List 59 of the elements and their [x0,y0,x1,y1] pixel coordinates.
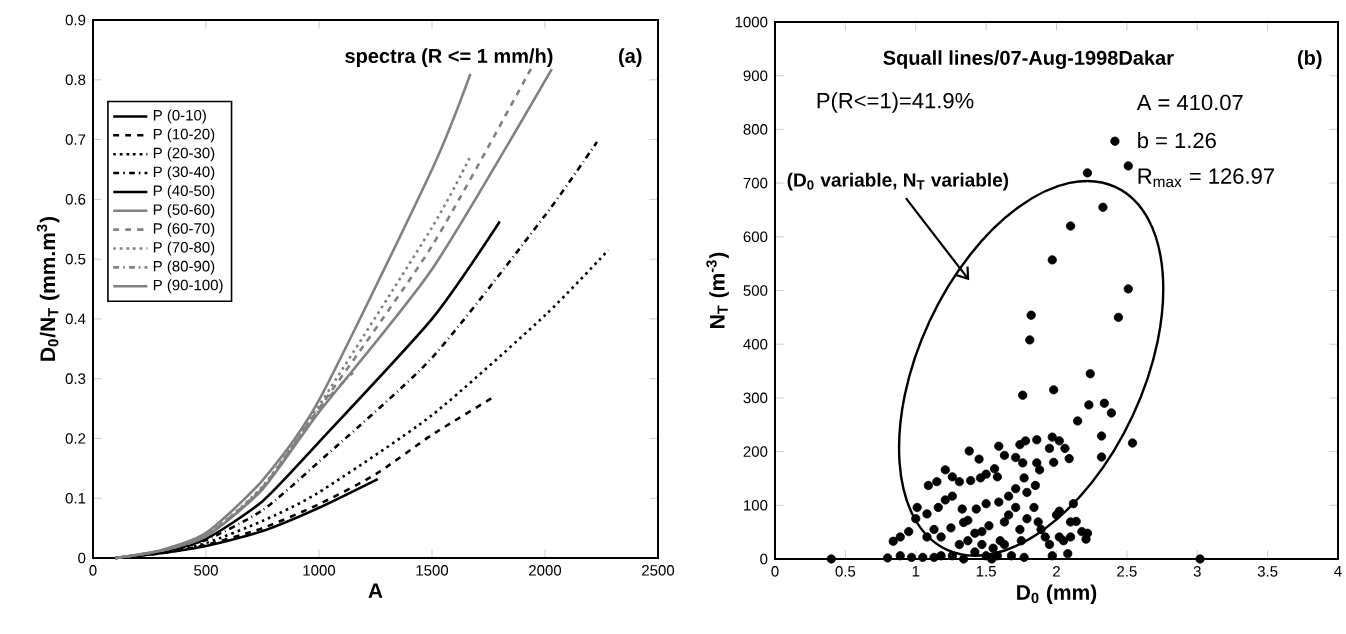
legend-label: P (30-40) [153,166,215,181]
y-tick-label: 700 [743,177,768,189]
y-tick-label: 0 [78,552,86,564]
annotation: (b) [1297,50,1322,69]
y-tick-label: 0.6 [65,194,86,205]
y-tick-label: 1000 [735,16,768,28]
legend-label: P (90-100) [153,279,223,294]
annotation: (a) [619,48,642,67]
annotation: A = 410.07 [1136,94,1243,111]
x-axis-title: A [368,583,383,598]
y-axis-title: D$_{0}$/N$_{T}$ (mm.m$^{3}$) [36,217,60,361]
x-tick-label: 0.5 [835,566,856,577]
y-tick-label: 100 [744,499,768,511]
x-tick-label: 1 [912,566,920,577]
x-axis-title: D$_{0}$ (mm) [1017,584,1097,604]
x-tick-label: 2500 [642,565,675,576]
y-tick-label: 500 [743,285,768,296]
annotation: (D$_{0}$ variable, N$_{T}$ variable) [787,172,1009,191]
legend-label: P (80-90) [153,260,215,275]
x-tick-label: 4 [1334,566,1342,577]
y-tick-label: 0 [760,553,768,565]
legend-label: P (40-50) [153,185,215,199]
legend-label: P (10-20) [153,128,215,143]
x-tick-label: 2.5 [1117,566,1137,577]
legend-label: P (20-30) [153,147,215,162]
annotation: R$_{max}$ = 126.97 [1138,168,1274,188]
y-tick-label: 0.9 [65,14,86,26]
y-tick-label: 0.8 [65,74,86,86]
y-tick-label: 800 [743,124,768,135]
x-tick-label: 3 [1193,566,1201,577]
legend-label: P (50-60) [153,203,215,218]
y-tick-label: 600 [743,231,768,243]
annotation: b = 1.26 [1138,132,1216,149]
x-tick-label: 0 [89,565,97,576]
y-tick-label: 0.4 [65,313,86,325]
text: spectra (R <= 1 mm/h) [345,48,553,67]
text: Squall lines/07-Aug-1998Dakar [883,50,1174,69]
x-tick-label: 1000 [303,565,336,576]
y-tick-label: 900 [743,70,768,82]
y-tick-label: 0.2 [65,433,86,444]
y-tick-label: 300 [743,392,768,404]
y-axis-title: N$_{T}$ (m$^{-3}$) [706,252,729,328]
legend-label: P (70-80) [153,241,215,256]
x-tick-label: 3.5 [1257,566,1278,577]
y-tick-label: 0.3 [65,373,86,384]
x-tick-label: 2000 [529,565,562,576]
y-tick-label: 0.5 [65,253,86,265]
x-tick-label: 1.5 [976,566,996,577]
y-tick-label: 400 [743,338,768,350]
legend-label: P (60-70) [153,222,215,237]
y-tick-label: 200 [743,446,768,457]
x-tick-label: 2 [1053,566,1060,577]
x-tick-label: 0 [771,566,779,577]
x-tick-label: 1500 [416,565,449,576]
x-tick-label: 500 [194,565,218,576]
legend-label: P (0-10) [153,109,206,124]
annotation: P(R<=1)=41.9% [817,92,974,113]
y-tick-label: 0.1 [65,492,86,504]
y-tick-label: 0.7 [65,134,86,145]
